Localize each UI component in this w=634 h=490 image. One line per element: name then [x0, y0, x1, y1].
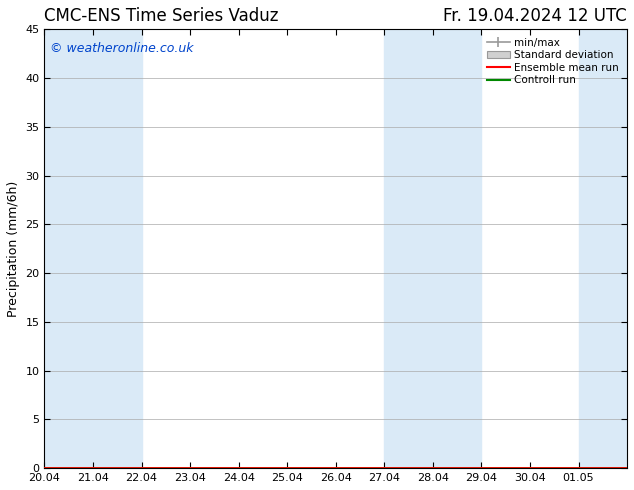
Text: CMC-ENS Time Series Vaduz: CMC-ENS Time Series Vaduz [44, 7, 279, 25]
Text: Fr. 19.04.2024 12 UTC: Fr. 19.04.2024 12 UTC [443, 7, 627, 25]
Bar [384, 29, 433, 468]
Legend: min/max, Standard deviation, Ensemble mean run, Controll run: min/max, Standard deviation, Ensemble me… [484, 34, 622, 89]
Bar [578, 29, 627, 468]
Y-axis label: Precipitation (mm/6h): Precipitation (mm/6h) [7, 181, 20, 317]
Bar [433, 29, 481, 468]
Bar [44, 29, 93, 468]
Text: © weatheronline.co.uk: © weatheronline.co.uk [50, 43, 194, 55]
Bar [93, 29, 141, 468]
